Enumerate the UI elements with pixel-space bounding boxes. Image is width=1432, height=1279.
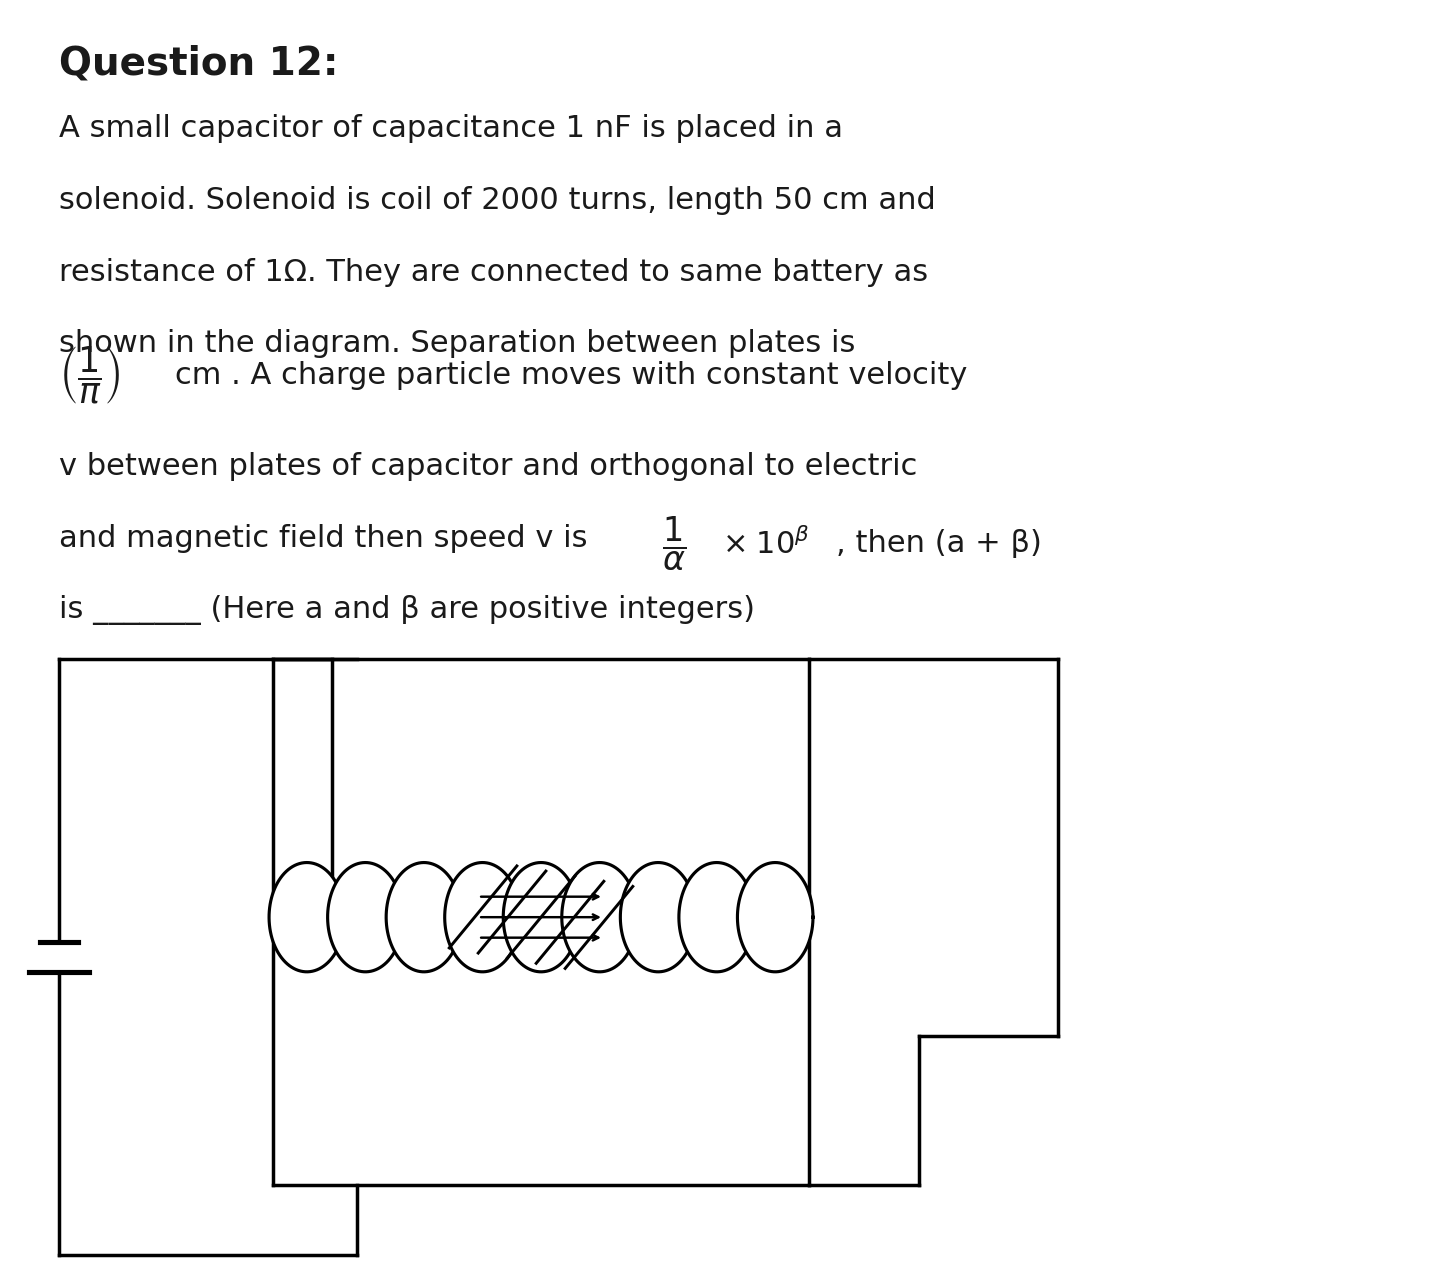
Polygon shape <box>561 862 637 972</box>
Text: resistance of 1Ω. They are connected to same battery as: resistance of 1Ω. They are connected to … <box>59 257 928 286</box>
Polygon shape <box>737 862 813 972</box>
Text: solenoid. Solenoid is coil of 2000 turns, length 50 cm and: solenoid. Solenoid is coil of 2000 turns… <box>59 185 935 215</box>
Text: $\times\;10^{\beta}$: $\times\;10^{\beta}$ <box>722 527 811 560</box>
Text: $\dfrac{1}{\alpha}$: $\dfrac{1}{\alpha}$ <box>663 514 686 573</box>
Polygon shape <box>503 862 579 972</box>
Polygon shape <box>387 862 461 972</box>
Polygon shape <box>328 862 404 972</box>
Text: and magnetic field then speed v is: and magnetic field then speed v is <box>59 524 587 553</box>
Text: shown in the diagram. Separation between plates is: shown in the diagram. Separation between… <box>59 329 855 358</box>
Text: is _______ (Here a and β are positive integers): is _______ (Here a and β are positive in… <box>59 595 755 625</box>
Text: $\left(\dfrac{1}{\pi}\right)$: $\left(\dfrac{1}{\pi}\right)$ <box>59 345 120 407</box>
Text: Question 12:: Question 12: <box>59 45 338 83</box>
Text: , then (a + β): , then (a + β) <box>836 530 1042 558</box>
Polygon shape <box>269 862 345 972</box>
Text: v between plates of capacitor and orthogonal to electric: v between plates of capacitor and orthog… <box>59 453 918 481</box>
Polygon shape <box>679 862 755 972</box>
Text: A small capacitor of capacitance 1 nF is placed in a: A small capacitor of capacitance 1 nF is… <box>59 114 843 143</box>
Polygon shape <box>620 862 696 972</box>
Polygon shape <box>445 862 520 972</box>
Text: cm . A charge particle moves with constant velocity: cm . A charge particle moves with consta… <box>175 361 968 390</box>
